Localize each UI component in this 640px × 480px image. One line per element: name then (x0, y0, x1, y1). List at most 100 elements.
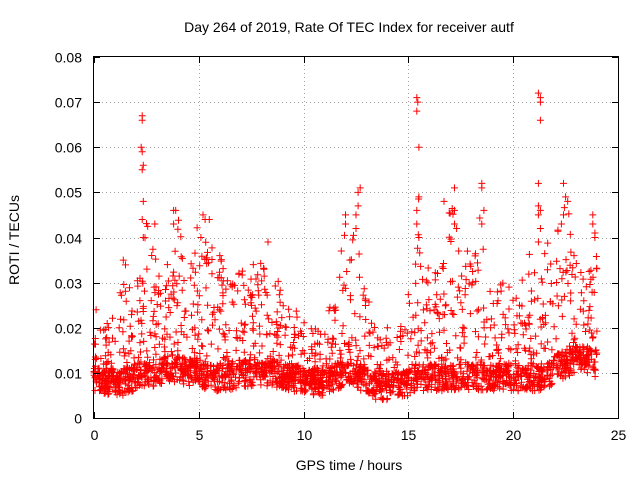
data-point (91, 356, 99, 363)
data-point (107, 366, 115, 374)
data-point (339, 286, 347, 294)
data-point (589, 220, 597, 228)
data-point (424, 264, 432, 272)
data-point (222, 285, 230, 293)
data-point (356, 184, 364, 192)
data-point (446, 209, 454, 217)
data-point (537, 323, 545, 331)
data-point (557, 372, 565, 379)
data-point (425, 296, 433, 304)
data-point (314, 371, 322, 379)
data-point (389, 383, 397, 391)
data-point (478, 220, 486, 228)
data-point (194, 308, 202, 316)
data-point (412, 279, 420, 287)
data-point (178, 254, 186, 262)
data-point (170, 296, 178, 304)
data-point (300, 388, 308, 396)
data-point (480, 304, 488, 312)
data-point (484, 380, 492, 388)
x-tick-label: 25 (611, 427, 627, 443)
data-point (411, 364, 419, 372)
data-point (433, 291, 441, 299)
data-point (204, 326, 212, 334)
x-tick-label: 20 (506, 427, 522, 443)
y-tick-label: 0.01 (55, 366, 82, 382)
data-point (278, 314, 286, 322)
data-point (232, 384, 240, 392)
data-point (366, 379, 373, 387)
data-point (422, 277, 430, 285)
data-point (120, 281, 128, 288)
data-point (246, 377, 254, 385)
data-point (547, 260, 555, 268)
data-point (177, 367, 185, 375)
data-point (282, 323, 290, 331)
data-point (223, 277, 231, 285)
data-point (502, 380, 510, 388)
data-point (201, 255, 209, 263)
data-point (589, 211, 597, 219)
data-point (393, 334, 401, 341)
data-point (167, 348, 175, 356)
data-point (224, 370, 232, 378)
data-point (254, 281, 262, 289)
data-point (481, 362, 489, 370)
data-point (191, 331, 199, 339)
data-point (304, 357, 311, 364)
data-point (259, 370, 267, 378)
data-point (566, 230, 574, 238)
data-point (427, 386, 435, 393)
data-point (345, 339, 353, 347)
data-point (262, 364, 270, 372)
data-point (438, 353, 446, 361)
data-point (200, 383, 208, 391)
data-point (481, 340, 489, 348)
data-point (202, 238, 210, 246)
data-point (407, 335, 415, 343)
data-point (532, 332, 540, 340)
data-point (117, 291, 125, 299)
data-point (219, 292, 227, 300)
data-point (440, 290, 448, 298)
data-point (525, 347, 533, 355)
data-point (493, 346, 501, 354)
data-point (477, 382, 485, 390)
data-point (527, 287, 535, 295)
data-point (251, 339, 259, 347)
data-point (373, 361, 381, 368)
data-point (318, 367, 326, 374)
data-point (326, 387, 333, 395)
data-point (185, 378, 193, 386)
data-point (588, 329, 596, 337)
data-point (252, 307, 260, 315)
data-point (220, 354, 227, 361)
data-point (258, 342, 266, 350)
data-point (341, 340, 348, 347)
data-point (239, 337, 247, 344)
data-point (136, 339, 144, 347)
data-point (188, 345, 196, 352)
data-point (500, 368, 508, 376)
data-point (446, 346, 454, 354)
data-point (474, 333, 482, 341)
data-point (158, 356, 166, 364)
data-point (311, 365, 319, 373)
data-point (551, 353, 559, 361)
data-point (364, 371, 372, 379)
data-point (439, 311, 447, 318)
data-point (536, 98, 544, 106)
data-point (440, 364, 448, 372)
data-point (414, 325, 422, 333)
data-point (498, 378, 506, 386)
data-point (557, 220, 565, 228)
data-point (463, 367, 471, 375)
data-point (544, 360, 551, 368)
data-point (113, 391, 121, 399)
data-point (512, 294, 520, 302)
data-point (103, 359, 111, 367)
data-point (155, 287, 163, 295)
data-point (443, 340, 450, 347)
data-point (103, 334, 111, 342)
data-point (342, 211, 349, 219)
